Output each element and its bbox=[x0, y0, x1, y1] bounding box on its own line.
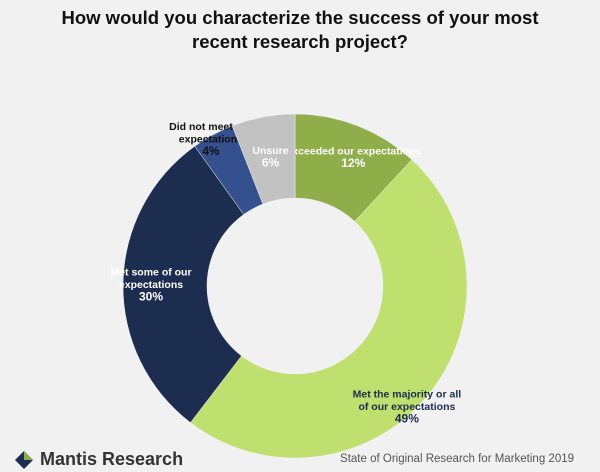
footer-logo: Mantis Research bbox=[14, 449, 183, 470]
slice-label-line-3-1: expectations bbox=[179, 133, 243, 145]
slice-label-0: Exceeded our expectations 12% bbox=[285, 145, 421, 170]
slice-label-line-1-0: Met the majority or all bbox=[353, 388, 462, 400]
donut-slice-2 bbox=[122, 145, 245, 423]
donut-slice-1 bbox=[190, 159, 468, 459]
chart-title: How would you characterize the success o… bbox=[0, 6, 600, 54]
chart-title-line-2: recent research project? bbox=[192, 31, 408, 52]
donut-slice-4 bbox=[231, 113, 296, 205]
brand-name: Mantis Research bbox=[40, 449, 184, 469]
mantis-logo-icon bbox=[15, 450, 33, 469]
slice-value-0: 12% bbox=[341, 156, 365, 170]
slice-value-1: 49% bbox=[395, 411, 419, 425]
slice-label-line-3-0: Did not meet our bbox=[169, 121, 252, 133]
slice-label-line-1-1: of our expectations bbox=[358, 401, 455, 413]
slice-value-3: 4% bbox=[202, 144, 220, 158]
slice-value-4: 6% bbox=[262, 156, 280, 170]
slice-label-line-2-1: expectations bbox=[119, 279, 183, 291]
slice-label-4: Unsure 6% bbox=[252, 145, 288, 170]
slice-label-line-0-0: Exceeded our expectations bbox=[285, 145, 421, 157]
source-note: State of Original Research for Marketing… bbox=[340, 453, 574, 465]
slice-label-1: Met the majority or all of our expectatio… bbox=[353, 388, 462, 425]
slice-label-line-4-0: Unsure bbox=[252, 145, 288, 157]
slice-value-2: 30% bbox=[139, 289, 163, 303]
slice-label-2: Met some of our expectations 30% bbox=[110, 266, 191, 303]
chart-title-line-1: How would you characterize the success o… bbox=[61, 7, 539, 28]
slice-label-3: Did not meet our expectations 4% bbox=[169, 121, 252, 158]
slice-label-line-2-0: Met some of our bbox=[110, 266, 191, 278]
